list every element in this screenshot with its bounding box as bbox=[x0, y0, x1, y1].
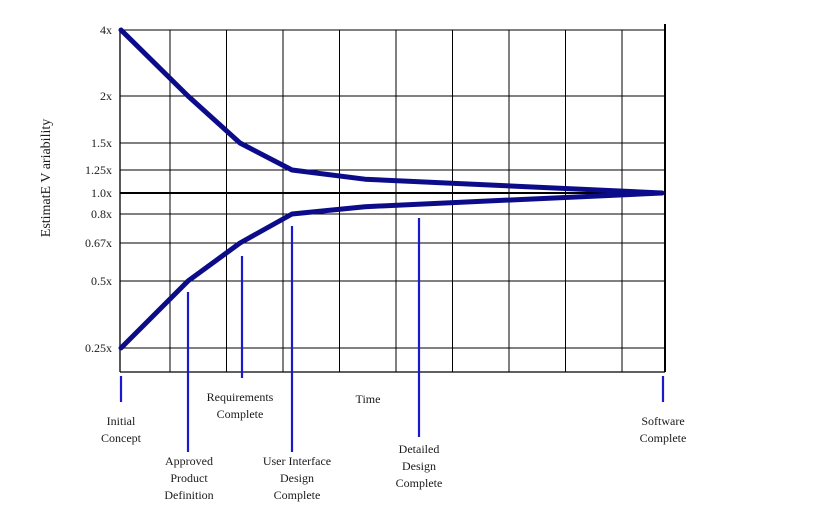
y-tick-label: 0.25x bbox=[85, 341, 112, 355]
milestone-label-line: Approved bbox=[165, 454, 213, 468]
y-tick-label: 4x bbox=[100, 23, 112, 37]
milestone-label-line: Initial bbox=[107, 414, 136, 428]
milestone-label-line: Concept bbox=[101, 431, 142, 445]
milestone-label-line: Complete bbox=[640, 431, 687, 445]
lower-bound-line bbox=[118, 190, 665, 351]
milestone-label-line: Requirements bbox=[207, 390, 274, 404]
milestone-label: Initial Concept bbox=[101, 414, 142, 445]
milestone-label-line: Complete bbox=[396, 476, 443, 490]
milestone-label: User Interface Design Complete bbox=[263, 454, 331, 502]
y-tick-label: 0.8x bbox=[91, 207, 112, 221]
milestone-label-line: Design bbox=[280, 471, 314, 485]
y-axis-label: EstimatE V ariability bbox=[39, 119, 54, 237]
milestone-label-line: Software bbox=[641, 414, 684, 428]
y-tick-label: 1.0x bbox=[91, 186, 112, 200]
milestone-label: Detailed Design Complete bbox=[396, 442, 443, 490]
y-tick-label: 0.5x bbox=[91, 274, 112, 288]
milestone-label-line: Design bbox=[402, 459, 436, 473]
y-tick-labels: 4x 2x 1.5x 1.25x 1.0x 0.8x 0.67x 0.5x 0.25x bbox=[85, 23, 112, 355]
milestone-label: Requirements Complete bbox=[207, 390, 274, 421]
milestone-label: Software Complete bbox=[640, 414, 687, 445]
milestone-label-line: Product bbox=[170, 471, 208, 485]
axes bbox=[119, 24, 666, 373]
milestone-label-line: Complete bbox=[274, 488, 321, 502]
y-tick-label: 1.25x bbox=[85, 163, 112, 177]
upper-bound-line bbox=[118, 27, 665, 196]
series-lines bbox=[118, 27, 665, 351]
milestone-label-line: User Interface bbox=[263, 454, 331, 468]
x-axis-label: Time bbox=[356, 392, 381, 406]
milestone-label-line: Definition bbox=[164, 488, 213, 502]
y-tick-label: 1.5x bbox=[91, 136, 112, 150]
milestone-label: Approved Product Definition bbox=[164, 454, 213, 502]
milestone-label-line: Complete bbox=[217, 407, 264, 421]
grid bbox=[120, 29, 665, 372]
y-tick-label: 0.67x bbox=[85, 236, 112, 250]
milestone-label-line: Detailed bbox=[399, 442, 440, 456]
milestone-markers: Initial Concept Approved Product Definition R… bbox=[101, 218, 686, 502]
y-tick-label: 2x bbox=[100, 89, 112, 103]
